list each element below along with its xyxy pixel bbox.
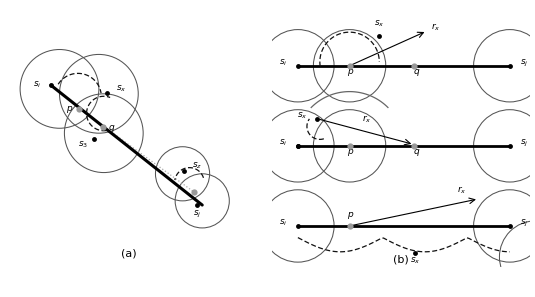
Text: $p$: $p$ [347, 147, 355, 158]
Text: $q$: $q$ [412, 67, 420, 78]
Text: $r_x$: $r_x$ [431, 21, 441, 33]
Text: $s_i$: $s_i$ [33, 80, 42, 91]
Text: $q$: $q$ [412, 147, 420, 158]
Text: $s_x$: $s_x$ [410, 256, 421, 266]
Text: $s_x$: $s_x$ [116, 84, 126, 94]
Text: $s_j$: $s_j$ [520, 138, 528, 149]
Text: (a): (a) [120, 249, 136, 259]
Text: $s_j$: $s_j$ [520, 218, 528, 229]
Text: $p$: $p$ [347, 210, 355, 221]
Text: $r_x$: $r_x$ [457, 185, 467, 196]
Text: (b): (b) [393, 255, 409, 265]
Text: $s_i$: $s_i$ [279, 138, 288, 148]
Text: $s_z$: $s_z$ [192, 160, 202, 171]
Text: $q$: $q$ [108, 123, 116, 134]
Text: $s_j$: $s_j$ [193, 209, 201, 220]
Text: $s_i$: $s_i$ [279, 218, 288, 228]
Text: $r_x$: $r_x$ [362, 113, 371, 125]
Text: $s_x$: $s_x$ [374, 19, 385, 29]
Text: $s_3$: $s_3$ [78, 139, 88, 149]
Text: $s_j$: $s_j$ [520, 58, 528, 69]
Text: $p$: $p$ [347, 67, 355, 78]
Text: $s_i$: $s_i$ [279, 57, 288, 68]
Text: $p$: $p$ [66, 104, 73, 115]
Text: $s_x$: $s_x$ [297, 110, 308, 121]
